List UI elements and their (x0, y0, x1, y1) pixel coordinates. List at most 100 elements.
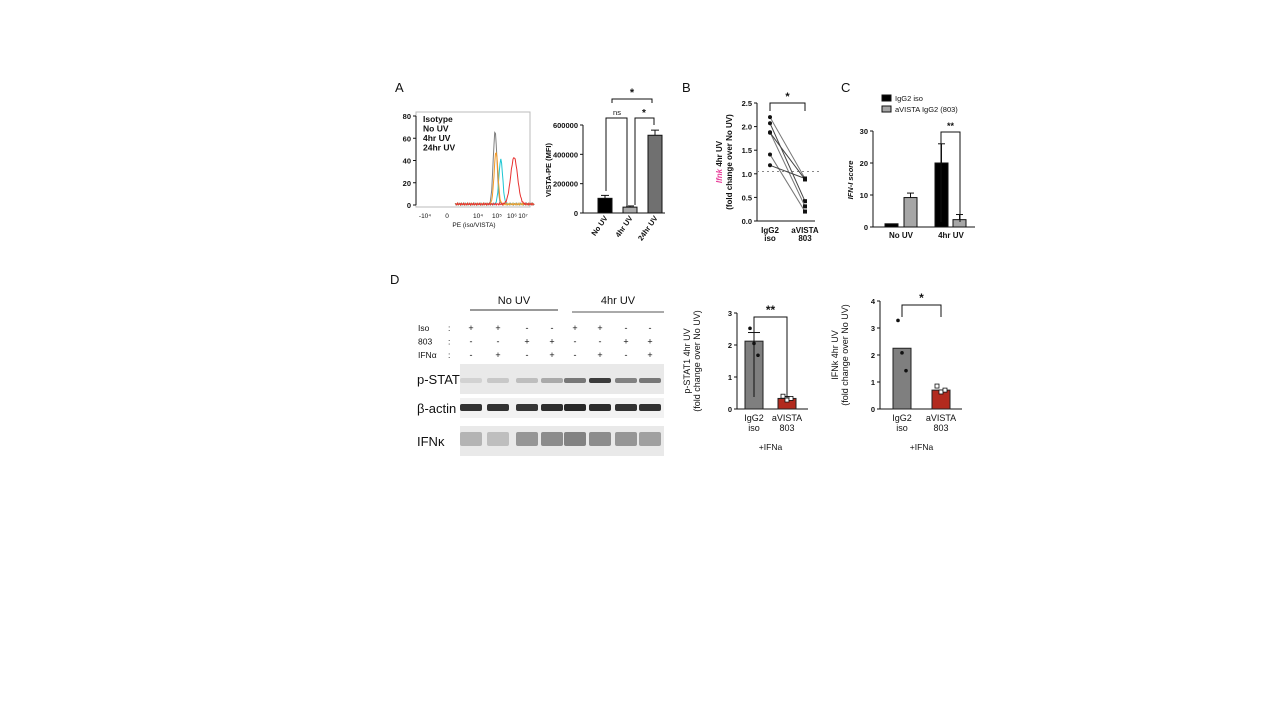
protein-band (516, 432, 538, 446)
y-tick-label: 200000 (553, 180, 578, 189)
panel-label-c: C (841, 80, 850, 95)
data-point (896, 318, 900, 323)
vista-mfi-bar-chart: 0 200000 400000 600000 VISTA-PE (MFI) No UV 4h… (544, 87, 665, 242)
x-tick-label: 24hr UV (636, 214, 660, 242)
condition-colon: : (448, 350, 450, 360)
y-tick-label: 1.0 (742, 170, 752, 179)
condition-sign: + (623, 337, 628, 347)
legend-entry: 24hr UV (423, 143, 455, 153)
significance-bracket (940, 131, 961, 222)
significance-label: ** (766, 303, 776, 317)
protein-band (516, 404, 538, 411)
x-tick-label: iso (748, 423, 760, 433)
y-tick-label: 0 (871, 405, 875, 414)
y-tick-label: 0 (574, 209, 578, 218)
y-axis-label-2: (fold change over No UV) (692, 310, 702, 412)
data-point (942, 387, 948, 393)
legend-label: aVISTA IgG2 (803) (895, 105, 958, 114)
y-tick-label: 20 (403, 179, 411, 188)
band-label: β-actin (417, 401, 456, 416)
condition-sign: - (470, 350, 473, 360)
condition-sign: + (524, 337, 529, 347)
condition-colon: : (448, 337, 450, 347)
y-tick-label: 2 (871, 351, 875, 360)
bar-series-1 (903, 197, 918, 228)
y-axis-label: IFNk 4hr UV (830, 330, 840, 380)
y-tick-label: 20 (860, 159, 868, 168)
y-axis-label: VISTA-PE (MFI) (544, 142, 553, 197)
y-tick-label: 2.5 (742, 99, 752, 108)
y-tick-label: 80 (403, 112, 411, 121)
significance-bracket (769, 102, 806, 111)
histogram-chart: 0 20 40 60 80 -10⁴ 0 10⁴ 10⁵ 10⁶ 10⁷ PE (iso/VISTA)… (403, 111, 535, 229)
point-avista (803, 204, 807, 209)
condition-label: Iso (418, 323, 430, 333)
protein-band (541, 404, 563, 411)
condition-sign: + (647, 337, 652, 347)
significance-label: * (642, 108, 646, 119)
protein-band (589, 432, 611, 446)
protein-band (460, 378, 482, 383)
condition-sign: + (597, 323, 602, 333)
pair-line (769, 132, 806, 207)
condition-sign: - (574, 350, 577, 360)
condition-sign: + (495, 350, 500, 360)
y-tick-label: 600000 (553, 121, 578, 130)
y-tick-label: 0.5 (742, 193, 752, 202)
legend-swatch (881, 94, 892, 102)
x-tick-label: iso (764, 234, 776, 243)
x-tick-label: IgG2 (761, 226, 779, 235)
bar-series-0 (884, 223, 899, 228)
protein-band (615, 432, 637, 446)
x-tick-label: IgG2 (892, 413, 912, 423)
western-blot: No UV 4hr UV Iso: + + - - + + - - 803: - - + + - - + + IFNα:… (417, 295, 664, 456)
protein-band (589, 404, 611, 411)
y-tick-label: 4 (871, 297, 876, 306)
x-axis-label: +IFNa (910, 442, 934, 452)
significance-label: * (919, 291, 924, 305)
panel-label-a: A (395, 80, 404, 95)
point-igg2 (768, 121, 772, 126)
x-tick-label: 10⁵ (492, 213, 502, 220)
significance-bracket (901, 304, 942, 317)
y-axis-label-rest: 4hr UV (715, 140, 724, 169)
x-tick-label: aVISTA (791, 226, 819, 235)
condition-sign: - (497, 337, 500, 347)
x-tick-label: IgG2 (744, 413, 764, 423)
significance-bracket (611, 98, 653, 103)
significance-label: * (630, 87, 635, 99)
y-tick-label: 1 (728, 373, 732, 382)
pair-line (769, 164, 806, 179)
bar-2 (647, 134, 663, 214)
condition-sign: + (468, 323, 473, 333)
x-tick-label: No UV (589, 214, 609, 238)
data-point (904, 368, 908, 373)
condition-sign: - (625, 323, 628, 333)
pair-line (769, 154, 806, 212)
significance-bracket (634, 117, 655, 205)
protein-band (564, 432, 586, 446)
y-tick-label: 1.5 (742, 146, 752, 155)
condition-sign: - (574, 337, 577, 347)
data-point (934, 383, 940, 389)
y-axis-label-2: (fold change over No UV) (725, 114, 734, 210)
condition-sign: - (551, 323, 554, 333)
x-tick-label: 4hr UV (613, 214, 634, 239)
condition-sign: + (647, 350, 652, 360)
y-tick-label: 2 (728, 341, 732, 350)
protein-band (639, 378, 661, 383)
point-igg2 (768, 130, 772, 135)
data-point (748, 326, 752, 331)
significance-label: ** (947, 121, 955, 131)
y-axis-label: p-STAT1 4hr UV (682, 328, 692, 393)
condition-sign: - (526, 350, 529, 360)
protein-band (487, 378, 509, 383)
point-avista (803, 209, 807, 214)
x-tick-label: 803 (779, 423, 794, 433)
y-tick-label: 0 (407, 201, 411, 210)
panel-label-d: D (390, 272, 399, 287)
significance-bracket (753, 316, 788, 397)
data-point (780, 393, 786, 399)
bar-0 (597, 197, 613, 214)
protein-band (615, 404, 637, 411)
